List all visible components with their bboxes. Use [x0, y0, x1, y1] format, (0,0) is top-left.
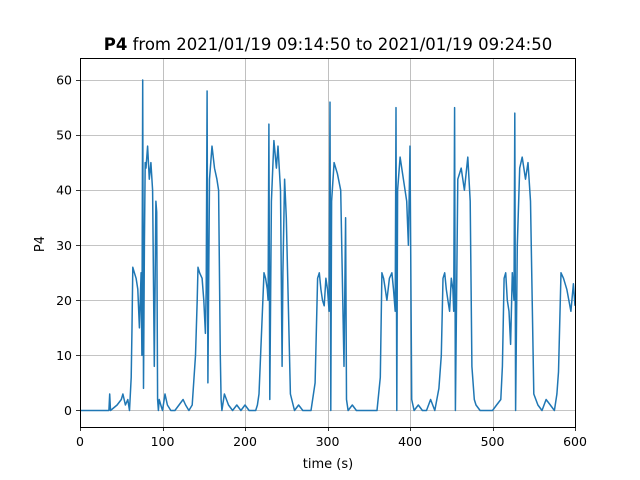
- y-tick-label: 20: [56, 293, 72, 308]
- x-tick-label: 500: [481, 434, 505, 449]
- y-tick-label: 40: [56, 183, 72, 198]
- x-tick-label: 0: [76, 434, 84, 449]
- y-tick-label: 50: [56, 128, 72, 143]
- x-tick-label: 100: [151, 434, 175, 449]
- y-axis-label: P4: [33, 236, 48, 252]
- x-tick-label: 300: [316, 434, 340, 449]
- y-tick-label: 0: [64, 403, 72, 418]
- x-tick-label: 600: [563, 434, 587, 449]
- chart-title: P4 from 2021/01/19 09:14:50 to 2021/01/1…: [104, 35, 552, 54]
- series-group: [80, 79, 576, 412]
- y-tick-label: 60: [56, 73, 72, 88]
- y-tick-label: 30: [56, 238, 72, 253]
- chart-title-bold: P4: [104, 35, 128, 54]
- x-axis-label: time (s): [303, 457, 353, 472]
- axis-ticks: 0 100 200 300 400 500 600 0 10 20 30 40 50 60: [56, 73, 587, 449]
- series-line: [80, 79, 576, 412]
- chart-title-rest: from 2021/01/19 09:14:50 to 2021/01/19 0…: [127, 35, 552, 54]
- plot-frame: [80, 58, 576, 428]
- y-tick-label: 10: [56, 348, 72, 363]
- x-tick-label: 400: [398, 434, 422, 449]
- x-tick-label: 200: [233, 434, 257, 449]
- grid-lines: [80, 58, 576, 427]
